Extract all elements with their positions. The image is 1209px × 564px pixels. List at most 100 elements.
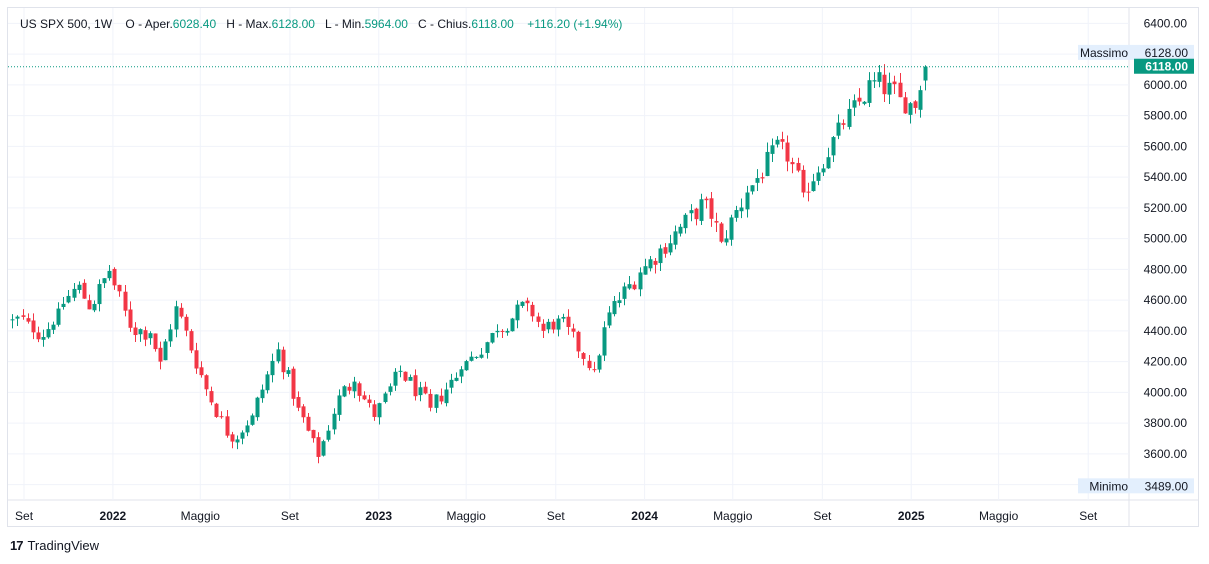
candle-body bbox=[755, 178, 760, 183]
candle bbox=[174, 300, 179, 338]
candle bbox=[903, 92, 908, 114]
candle bbox=[413, 369, 418, 401]
x-tick-label: Maggio bbox=[713, 509, 753, 523]
candle bbox=[561, 313, 566, 323]
candle-body bbox=[179, 307, 184, 317]
candle-body bbox=[174, 306, 179, 330]
tradingview-logo-icon: 17 bbox=[10, 538, 24, 553]
candle bbox=[332, 408, 337, 435]
legend-header: US SPX 500, 1W O - Aper.6028.40 H - Max.… bbox=[20, 17, 622, 31]
candle bbox=[189, 329, 194, 354]
candle-body bbox=[750, 185, 755, 192]
candle bbox=[745, 185, 750, 218]
chart-frame bbox=[7, 7, 1199, 527]
candle-body bbox=[342, 386, 347, 397]
close-prefix: - Chius. bbox=[430, 17, 472, 31]
candle-body bbox=[739, 207, 744, 212]
candle bbox=[92, 300, 97, 313]
candle bbox=[775, 136, 780, 148]
candle bbox=[357, 381, 362, 402]
candle-body bbox=[775, 139, 780, 145]
candle bbox=[739, 198, 744, 219]
candle bbox=[816, 166, 821, 186]
x-tick-label: Set bbox=[281, 509, 300, 523]
candle-body bbox=[806, 191, 811, 193]
candle-body bbox=[765, 151, 770, 177]
candle-body bbox=[332, 413, 337, 430]
candle bbox=[117, 284, 122, 297]
low-key: L bbox=[324, 17, 332, 31]
candle-body bbox=[138, 329, 143, 335]
candle-body bbox=[699, 199, 704, 221]
low-prefix: - Min. bbox=[334, 17, 365, 31]
candle bbox=[306, 412, 311, 432]
candle bbox=[923, 65, 928, 91]
open-value: 6028.40 bbox=[172, 17, 217, 31]
candle-body bbox=[92, 303, 97, 311]
time-axis[interactable]: Set 2022 Maggio Set 2023 Maggio Set 2024 Maggio S… bbox=[15, 509, 1098, 523]
candle bbox=[612, 295, 617, 317]
candle bbox=[719, 221, 724, 244]
price-axis[interactable]: 3400.003600.003800.004000.004200.004400.… bbox=[1078, 16, 1194, 494]
candle-body bbox=[505, 330, 510, 333]
candle bbox=[505, 328, 510, 336]
candle-body bbox=[388, 386, 393, 392]
candle-body bbox=[337, 395, 342, 415]
candle-body bbox=[581, 353, 586, 359]
candle bbox=[632, 281, 637, 291]
candle bbox=[857, 88, 862, 106]
candle-body bbox=[56, 308, 61, 325]
candle bbox=[811, 173, 816, 192]
candle-body bbox=[291, 368, 296, 399]
max-price-label: 6128.00 bbox=[1145, 46, 1189, 60]
x-tick-label: 2025 bbox=[898, 509, 925, 523]
candle-layer bbox=[10, 64, 928, 464]
candle bbox=[444, 382, 449, 407]
candle bbox=[219, 411, 224, 419]
candle bbox=[214, 402, 219, 418]
candle bbox=[602, 321, 607, 361]
candle-body bbox=[377, 403, 382, 418]
open-prefix: - Aper. bbox=[138, 17, 173, 31]
candle-body bbox=[510, 318, 515, 332]
candle-body bbox=[36, 332, 41, 340]
candle-body bbox=[790, 162, 795, 165]
candle bbox=[194, 342, 199, 374]
candle-body bbox=[785, 142, 790, 162]
candle-body bbox=[683, 214, 688, 229]
candle-body bbox=[51, 324, 56, 330]
candle bbox=[138, 328, 143, 342]
tradingview-brand[interactable]: 17 TradingView bbox=[10, 538, 99, 553]
candle-body bbox=[423, 386, 428, 394]
candle-body bbox=[796, 162, 801, 171]
candle bbox=[821, 164, 826, 177]
candle bbox=[469, 351, 474, 362]
x-tick-label: Maggio bbox=[446, 509, 486, 523]
candle-body bbox=[153, 333, 158, 350]
candle bbox=[673, 225, 678, 250]
candle bbox=[270, 353, 275, 383]
candle bbox=[15, 315, 20, 326]
candle-body bbox=[831, 137, 836, 156]
symbol-label[interactable]: US SPX 500, 1W bbox=[20, 17, 113, 31]
candle bbox=[128, 301, 133, 332]
candle bbox=[265, 371, 270, 394]
candle-body bbox=[617, 300, 622, 304]
candle-body bbox=[464, 361, 469, 371]
x-tick-label: 2022 bbox=[100, 509, 127, 523]
candle-body bbox=[398, 370, 403, 372]
candle-body bbox=[918, 90, 923, 110]
candle-body bbox=[82, 282, 87, 299]
candle-body bbox=[403, 371, 408, 381]
candle-body bbox=[66, 295, 71, 303]
close-value: 6118.00 bbox=[471, 17, 514, 31]
candle bbox=[770, 138, 775, 163]
candle-body bbox=[148, 333, 153, 339]
candle bbox=[423, 381, 428, 395]
candle-body bbox=[658, 248, 663, 264]
candle-body bbox=[571, 328, 576, 332]
candle-body bbox=[454, 377, 459, 381]
candle-body bbox=[418, 387, 423, 396]
candle-body bbox=[847, 108, 852, 127]
